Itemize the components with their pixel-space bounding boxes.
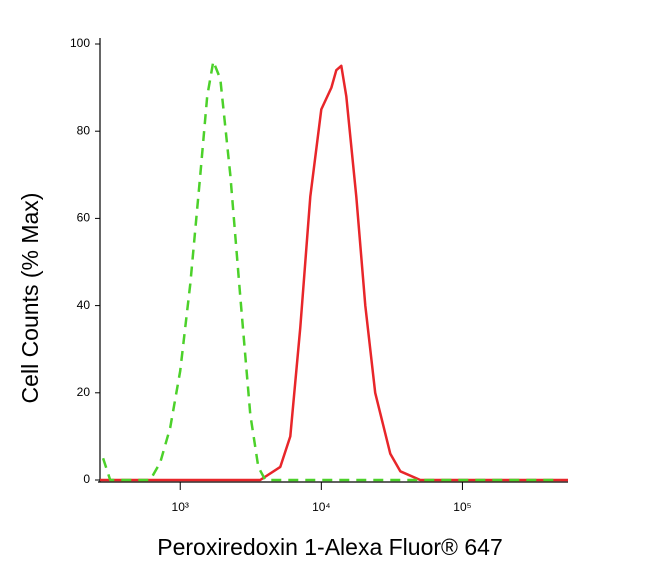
- x-tick-label: 10³: [172, 500, 189, 514]
- y-tick-label: 60: [77, 211, 91, 225]
- y-axis-label: Cell Counts (% Max): [17, 193, 43, 404]
- x-tick-label: 10⁵: [453, 500, 471, 514]
- series-line: [101, 60, 561, 482]
- x-axis-label: Peroxiredoxin 1-Alexa Fluor® 647: [157, 534, 503, 560]
- y-tick-label: 40: [77, 298, 91, 312]
- y-tick-label: 0: [83, 472, 90, 486]
- series-line: [100, 64, 568, 482]
- y-tick-label: 100: [70, 36, 90, 50]
- y-tick-label: 20: [77, 385, 91, 399]
- x-tick-label: 10⁴: [312, 500, 331, 514]
- y-tick-label: 80: [77, 123, 91, 137]
